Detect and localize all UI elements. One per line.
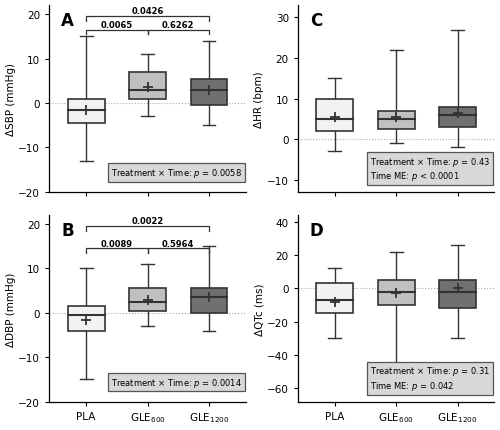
Text: 0.6262: 0.6262: [162, 21, 194, 30]
Text: D: D: [310, 221, 324, 239]
Text: Treatment × Time: $p$ = 0.31
Time ME: $p$ = 0.042: Treatment × Time: $p$ = 0.31 Time ME: $p…: [370, 365, 490, 393]
Text: 0.0065: 0.0065: [100, 21, 133, 30]
Bar: [439, 280, 476, 309]
Text: 0.5964: 0.5964: [162, 239, 194, 248]
Text: Treatment × Time: $p$ = 0.43
Time ME: $p$ < 0.0001: Treatment × Time: $p$ = 0.43 Time ME: $p…: [370, 155, 490, 183]
Bar: [378, 111, 414, 129]
Text: Treatment × Time: $p$ = 0.0014: Treatment × Time: $p$ = 0.0014: [111, 376, 242, 389]
Text: 0.0089: 0.0089: [101, 239, 133, 248]
Y-axis label: ΔHR (bpm): ΔHR (bpm): [254, 71, 264, 128]
Bar: [316, 99, 353, 132]
Text: A: A: [61, 12, 74, 30]
Text: C: C: [310, 12, 322, 30]
Bar: [378, 280, 414, 305]
Bar: [68, 99, 104, 124]
Y-axis label: ΔSBP (mmHg): ΔSBP (mmHg): [6, 63, 16, 136]
Text: Treatment × Time: $p$ = 0.0058: Treatment × Time: $p$ = 0.0058: [111, 166, 242, 179]
Text: 0.0022: 0.0022: [132, 217, 164, 226]
Bar: [190, 289, 228, 313]
Text: B: B: [61, 221, 74, 239]
Text: 0.0426: 0.0426: [132, 7, 164, 16]
Bar: [316, 284, 353, 313]
Bar: [129, 73, 166, 99]
Y-axis label: ΔDBP (mmHg): ΔDBP (mmHg): [6, 272, 16, 346]
Y-axis label: ΔQTc (ms): ΔQTc (ms): [254, 283, 264, 335]
Bar: [129, 289, 166, 311]
Bar: [190, 80, 228, 106]
Bar: [68, 307, 104, 331]
Bar: [439, 108, 476, 128]
